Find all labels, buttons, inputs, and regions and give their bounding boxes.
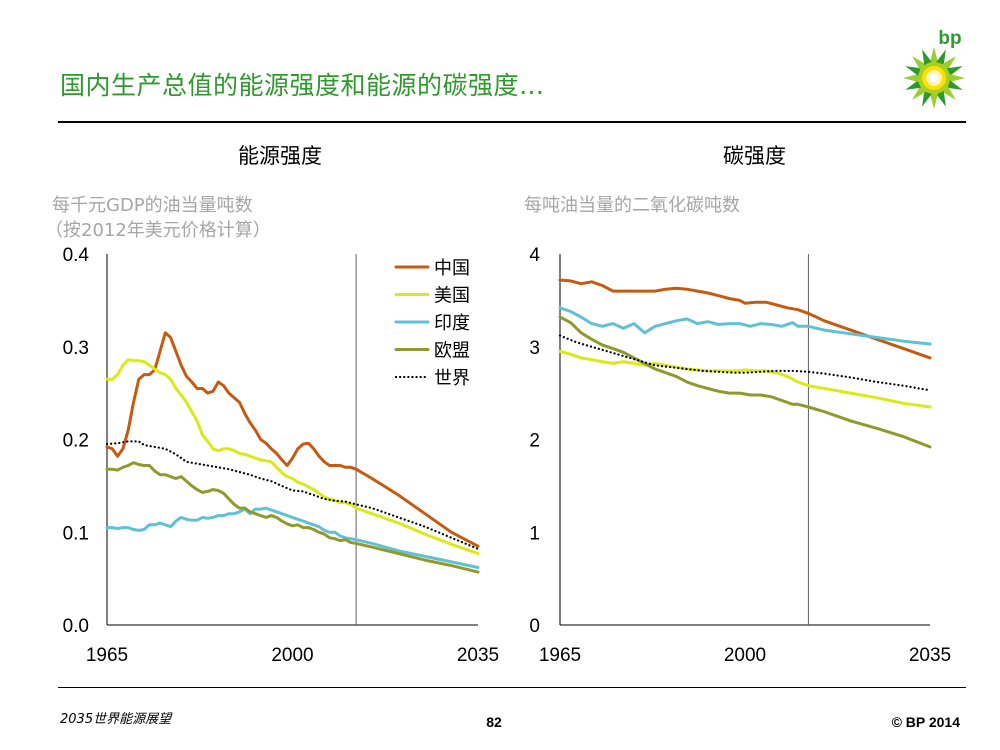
logo-petal <box>903 73 922 83</box>
y-tick-label: 0.3 <box>63 338 89 359</box>
carbon-intensity-unit: 每吨油当量的二氧化碳吨数 <box>524 195 740 216</box>
y-tick-label: 0.1 <box>63 523 89 544</box>
y-tick-label: 4 <box>529 245 540 266</box>
slide-title: 国内生产总值的能源强度和能源的碳强度… <box>60 71 545 100</box>
x-tick-label: 2000 <box>724 645 766 666</box>
series-line-world <box>558 334 932 392</box>
bp-helios-logo-icon: bp <box>903 28 965 109</box>
energy-intensity-unit-line1: 每千元GDP的油当量吨数 <box>52 195 253 216</box>
page-number: 82 <box>486 714 502 730</box>
carbon-intensity-heading: 碳强度 <box>723 144 786 168</box>
legend-label-world: 世界 <box>434 368 470 389</box>
series-line-eu <box>105 461 480 574</box>
series-line-usa <box>105 358 480 556</box>
logo-petal <box>929 90 939 109</box>
series-line-china <box>105 331 480 548</box>
series-line-usa <box>558 349 932 409</box>
energy-intensity-unit-line2: （按2012年美元价格计算） <box>45 220 271 241</box>
copyright: © BP 2014 <box>891 714 960 730</box>
y-tick-label: 0.2 <box>63 431 89 452</box>
x-tick-label: 2035 <box>457 645 499 666</box>
x-tick-label: 1965 <box>539 645 581 666</box>
bp-logo-text: bp <box>938 28 961 49</box>
energy-intensity-chart: 0.0 0.1 0.2 0.3 0.4 1965 2000 2035 <box>63 245 500 666</box>
header-divider <box>58 121 966 123</box>
y-tick-label: 0.0 <box>63 616 89 637</box>
series-line-eu <box>558 315 932 449</box>
legend-label-eu: 欧盟 <box>434 341 470 362</box>
y-tick-label: 1 <box>529 523 540 544</box>
carbon-intensity-chart: 0 1 2 3 4 1965 2000 2035 <box>529 245 951 666</box>
legend-label-china: 中国 <box>434 258 470 279</box>
x-tick-label: 2000 <box>271 645 313 666</box>
x-tick-label: 1965 <box>86 645 128 666</box>
series-line-china <box>558 278 932 360</box>
y-tick-label: 0.4 <box>63 245 90 266</box>
logo-petal <box>946 73 965 83</box>
footer-divider <box>58 687 966 688</box>
y-tick-label: 0 <box>529 616 540 637</box>
y-tick-label: 3 <box>529 338 540 359</box>
energy-intensity-heading: 能源强度 <box>238 144 322 168</box>
legend-label-india: 印度 <box>434 313 470 334</box>
x-tick-label: 2035 <box>909 645 951 666</box>
footer-publication-title: 2035世界能源展望 <box>60 712 172 727</box>
legend-label-usa: 美国 <box>434 286 470 307</box>
logo-petal <box>929 47 939 66</box>
series-line-world <box>105 440 480 550</box>
series-line-india <box>558 306 932 346</box>
y-tick-label: 2 <box>529 431 540 452</box>
